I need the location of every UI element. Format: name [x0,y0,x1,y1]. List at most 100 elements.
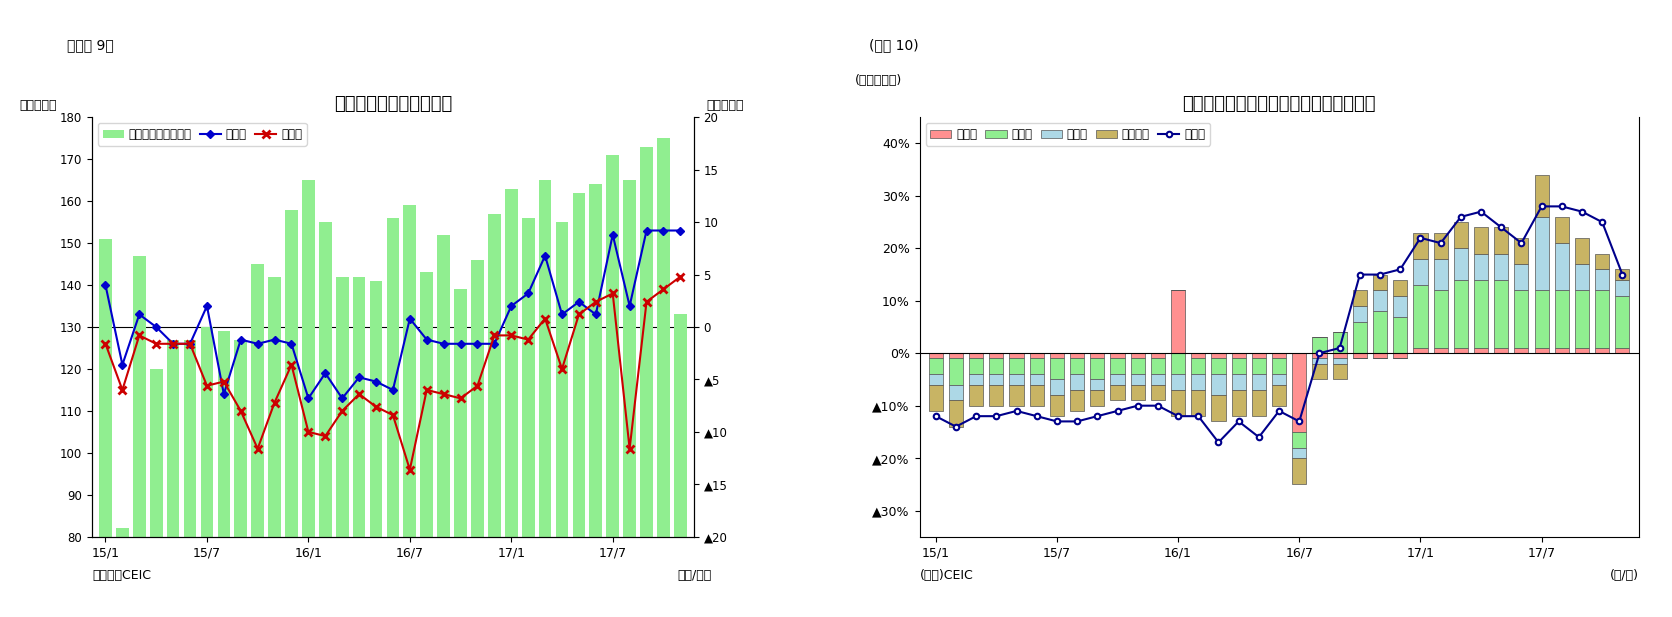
Bar [1313,353,1326,358]
Bar [1495,280,1508,348]
Bar [1010,358,1023,374]
Bar [1170,353,1185,374]
Bar [1190,374,1206,390]
Bar [607,155,619,617]
Bar [1393,353,1408,358]
Bar [1393,296,1408,317]
Bar [1475,227,1488,254]
Bar [1555,243,1568,290]
Bar [928,358,943,374]
Bar [1433,233,1448,259]
Bar [319,222,331,617]
Text: （図表 9）: （図表 9） [67,38,114,52]
Bar [1575,290,1588,348]
Bar [150,369,162,617]
Bar [970,353,983,358]
Bar [928,374,943,385]
Bar [1070,358,1083,374]
Bar [1232,358,1246,374]
Bar [674,315,687,617]
Text: （年/月）: （年/月） [677,569,712,582]
Bar [1010,385,1023,406]
Text: （資料）CEIC: （資料）CEIC [92,569,150,582]
Bar [1190,390,1206,416]
Bar [1615,348,1630,353]
Bar [1413,233,1428,259]
Bar [950,358,963,385]
Bar [1212,395,1226,421]
Bar [1575,264,1588,290]
Text: (図表 10): (図表 10) [869,38,920,52]
Bar [1313,358,1326,363]
Bar [1190,358,1206,374]
Bar [1555,217,1568,243]
Bar [1170,290,1185,353]
Bar [1110,353,1125,358]
Bar [99,239,112,617]
Bar [1615,280,1630,296]
Bar [353,276,366,617]
Bar [1150,358,1165,374]
Bar [1313,337,1326,353]
Legend: 農産品, 製造品, 鉱業品, 石油ガス, 輸出額: 農産品, 製造品, 鉱業品, 石油ガス, 輸出額 [926,123,1211,146]
Bar [1453,222,1468,248]
Bar [1595,254,1608,269]
Title: インドネシア　輸出の伸び率（品目別）: インドネシア 輸出の伸び率（品目別） [1182,95,1376,113]
Bar [1150,385,1165,400]
Bar [234,339,247,617]
Bar [1515,264,1528,290]
Bar [1252,374,1266,390]
Bar [472,260,483,617]
Bar [1595,290,1608,348]
Bar [1070,353,1083,358]
Bar [1535,348,1548,353]
Bar [1010,374,1023,385]
Bar [1495,227,1508,254]
Legend: 貿易収支（右目盛）, 輸出額, 輸入額: 貿易収支（右目盛）, 輸出額, 輸入額 [99,123,306,146]
Bar [1050,379,1063,395]
Bar [970,358,983,374]
Bar [572,193,585,617]
Bar [1453,280,1468,348]
Bar [1292,458,1306,484]
Bar [555,222,568,617]
Bar [1030,358,1043,374]
Bar [1595,348,1608,353]
Bar [167,339,179,617]
Bar [1212,374,1226,395]
Bar [1535,290,1548,348]
Bar [1535,217,1548,290]
Bar [1615,269,1630,280]
Bar [1575,238,1588,264]
Bar [1535,175,1548,217]
Bar [538,180,552,617]
Bar [1090,379,1105,390]
Bar [1110,358,1125,374]
Bar [1475,348,1488,353]
Bar [1090,353,1105,358]
Bar [1272,385,1286,406]
Text: (年/月): (年/月) [1610,569,1639,582]
Text: （億ドル）: （億ドル） [706,99,744,112]
Bar [1190,353,1206,358]
Bar [1212,358,1226,374]
Bar [990,385,1003,406]
Bar [1353,353,1368,358]
Bar [1373,275,1388,290]
Bar [1010,353,1023,358]
Bar [1292,448,1306,458]
Bar [1252,390,1266,416]
Bar [1333,363,1346,379]
Bar [1252,358,1266,374]
Bar [1050,395,1063,416]
Bar [1515,348,1528,353]
Bar [1130,374,1145,385]
Bar [1232,390,1246,416]
Bar [403,205,416,617]
Bar [1272,358,1286,374]
Bar [286,210,298,617]
Bar [950,353,963,358]
Bar [1130,358,1145,374]
Text: (前年同月比): (前年同月比) [854,73,903,86]
Bar [1232,353,1246,358]
